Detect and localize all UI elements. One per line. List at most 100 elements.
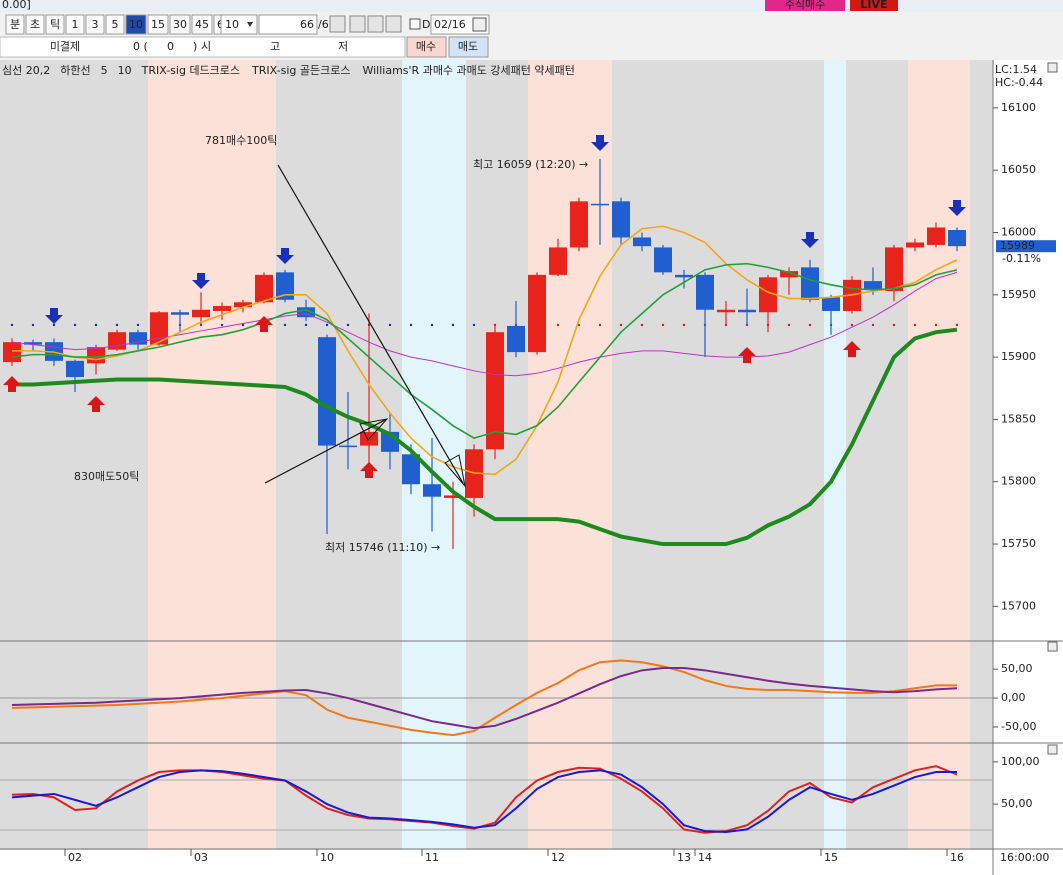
signal-dot (430, 323, 434, 327)
period-label[interactable]: 3 (92, 18, 99, 31)
buy-button[interactable] (406, 36, 447, 58)
candle-body (549, 247, 567, 275)
date-checkbox[interactable] (409, 18, 421, 30)
sell-signal-arrow (192, 273, 210, 289)
date-value[interactable]: 02/16 (434, 18, 466, 31)
period-label[interactable]: 30 (173, 18, 187, 31)
y-tick-label: 16000 (1001, 225, 1036, 238)
candle-body (696, 274, 714, 310)
signal-dot (850, 323, 854, 327)
y-tick-label: 0,00 (1001, 691, 1026, 704)
period-label[interactable]: 초 (30, 18, 40, 31)
period-label[interactable]: 5 (112, 18, 119, 31)
period-button[interactable] (191, 14, 213, 35)
legend-entry: Williams'R 과매수 과매도 강세패턴 약세패턴 (362, 63, 574, 77)
count-value[interactable]: 66 (300, 18, 314, 31)
period-select[interactable] (220, 14, 258, 35)
order-label: 미결제 (50, 40, 80, 53)
indicator-line (11, 667, 958, 730)
period-button[interactable] (25, 14, 45, 35)
low-label: 최저 15746 (11:10) → (325, 541, 440, 554)
indicator-line (11, 769, 957, 833)
candle-body (801, 267, 819, 300)
y-tick-label: 16100 (1001, 101, 1036, 114)
period-button[interactable] (105, 14, 125, 35)
period-button[interactable] (45, 14, 65, 35)
y-tick-label: 100,00 (1001, 755, 1040, 768)
x-tick-label: 02 (68, 851, 82, 864)
lc-label: LC:1.54 (995, 63, 1037, 76)
sell-signal-arrow (591, 135, 609, 151)
buy-signal-arrow (87, 396, 105, 412)
panel-button[interactable] (1047, 744, 1058, 755)
period-label[interactable]: 분 (10, 18, 20, 31)
period-label[interactable]: 틱 (50, 18, 60, 31)
period-label[interactable]: 15 (151, 18, 165, 31)
candle-body (528, 274, 546, 353)
signal-dot (472, 323, 476, 327)
last-price-box (996, 240, 1056, 253)
signal-dot (10, 323, 14, 327)
signal-dot (409, 323, 413, 327)
signal-dot (31, 323, 35, 327)
signal-dot (871, 323, 875, 327)
order-value: 0 ( (133, 40, 148, 53)
signal-dot (283, 323, 287, 327)
y-tick-label: 50,00 (1001, 797, 1033, 810)
candle-body (738, 309, 756, 313)
buy-button-label[interactable]: 매수 (416, 40, 436, 53)
buy-signal-arrow (360, 462, 378, 478)
signal-dot (346, 323, 350, 327)
period-button[interactable] (85, 14, 105, 35)
x-tick-label: 13 (677, 851, 691, 864)
dropdown-arrow[interactable] (247, 22, 253, 27)
legend-entry: TRIX-sig 골든크로스 (251, 64, 350, 77)
y-tick-label: 15850 (1001, 412, 1036, 425)
sell-signal-arrow (276, 248, 294, 264)
annotation-arrow (264, 419, 386, 484)
promo-button[interactable] (765, 0, 845, 11)
candle-body (717, 309, 735, 313)
candle-body (822, 297, 840, 311)
period-label[interactable]: 1 (72, 18, 79, 31)
signal-dot (682, 323, 686, 327)
period-button[interactable] (147, 14, 169, 35)
signal-dot (556, 323, 560, 327)
tool-icon[interactable] (385, 15, 402, 33)
candle-body (339, 445, 357, 448)
tool-icon[interactable] (349, 15, 366, 33)
period-button[interactable] (65, 14, 85, 35)
buy-signal-arrow (843, 341, 861, 357)
candle-body (213, 306, 231, 311)
band (148, 60, 276, 850)
last-change-label: -0.11% (1002, 252, 1041, 265)
x-tick-label: 12 (551, 851, 565, 864)
panel-button[interactable] (1047, 62, 1058, 73)
y-tick-label: 15900 (1001, 350, 1036, 363)
tool-icon[interactable] (329, 15, 346, 33)
y-tick-label: 15950 (1001, 288, 1036, 301)
period-button[interactable] (169, 14, 191, 35)
signal-dot (913, 323, 917, 327)
annotation-arrowhead (359, 418, 389, 441)
candle-body (948, 229, 966, 247)
x-tick-label: 10 (320, 851, 334, 864)
count-input[interactable] (258, 14, 318, 35)
period-button[interactable] (5, 14, 25, 35)
sell-button[interactable] (448, 36, 489, 58)
period-label[interactable]: 45 (195, 18, 209, 31)
promo-button-label[interactable]: 주식매수 (785, 0, 825, 11)
calendar-icon[interactable] (472, 17, 487, 32)
candle-body (633, 237, 651, 247)
tool-icon[interactable] (367, 15, 384, 33)
sell-button-label[interactable]: 매도 (458, 40, 478, 53)
candle-body (612, 201, 630, 238)
period-select-value[interactable]: 10 (225, 18, 239, 31)
period-button[interactable] (125, 14, 147, 35)
panel-button[interactable] (1047, 641, 1058, 652)
signal-dot (955, 323, 959, 327)
indicator-line (11, 659, 957, 737)
period-label[interactable]: 10 (129, 18, 143, 31)
y-tick-label: 15700 (1001, 599, 1036, 612)
